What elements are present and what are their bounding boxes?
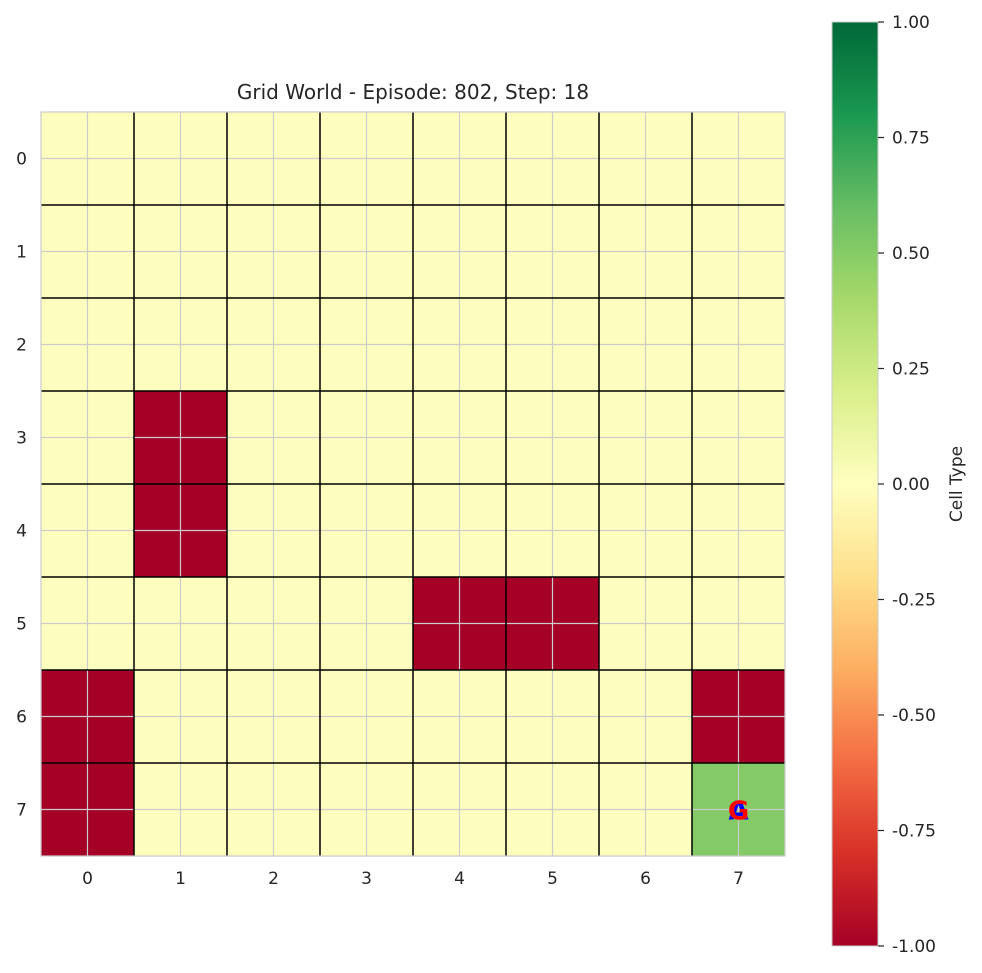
colorbar-tick-label: 0.50 xyxy=(892,244,930,264)
colorbar-tick-label: -0.50 xyxy=(892,706,936,726)
y-tick-label: 0 xyxy=(16,150,27,170)
chart-title: Grid World - Episode: 802, Step: 18 xyxy=(237,80,589,104)
y-tick-label: 1 xyxy=(16,243,27,263)
y-tick-label: 7 xyxy=(16,801,27,821)
colorbar-tick-label: -1.00 xyxy=(892,937,936,957)
x-tick-label: 1 xyxy=(175,869,186,889)
y-tick-label: 5 xyxy=(16,615,27,635)
x-tick-label: 0 xyxy=(82,869,93,889)
cell-marker-g: G xyxy=(728,797,749,827)
y-tick-label: 6 xyxy=(16,708,27,728)
colorbar-label: Cell Type xyxy=(947,446,967,522)
cell-marker-a: A xyxy=(728,797,748,827)
x-tick-label: 7 xyxy=(733,869,744,889)
x-tick-label: 6 xyxy=(640,869,651,889)
colorbar-tick-label: 0.00 xyxy=(892,475,930,495)
colorbar-tick-label: 1.00 xyxy=(892,13,930,33)
x-tick-labels: 0 1 2 3 4 5 6 7 xyxy=(82,869,744,889)
y-tick-labels: 0 1 2 3 4 5 6 7 xyxy=(16,150,27,821)
x-tick-label: 3 xyxy=(361,869,372,889)
colorbar-tick-label: 0.75 xyxy=(892,129,930,149)
y-tick-label: 4 xyxy=(16,522,27,542)
colorbar-tick-label: 0.25 xyxy=(892,360,930,380)
cell-borders xyxy=(41,112,785,856)
colorbar-tick-label: -0.75 xyxy=(892,822,936,842)
x-tick-label: 2 xyxy=(268,869,279,889)
x-tick-label: 4 xyxy=(454,869,465,889)
x-tick-label: 5 xyxy=(547,869,558,889)
colorbar xyxy=(831,21,879,947)
cell-markers: AG xyxy=(728,797,749,827)
colorbar-ticks: -1.00 -0.75 -0.50 -0.25 0.00 0.25 0.50 0.75 1.00 xyxy=(878,13,936,957)
y-tick-label: 2 xyxy=(16,336,27,356)
plot-frame xyxy=(40,111,786,857)
y-tick-label: 3 xyxy=(16,429,27,449)
colorbar-tick-label: -0.25 xyxy=(892,591,936,611)
